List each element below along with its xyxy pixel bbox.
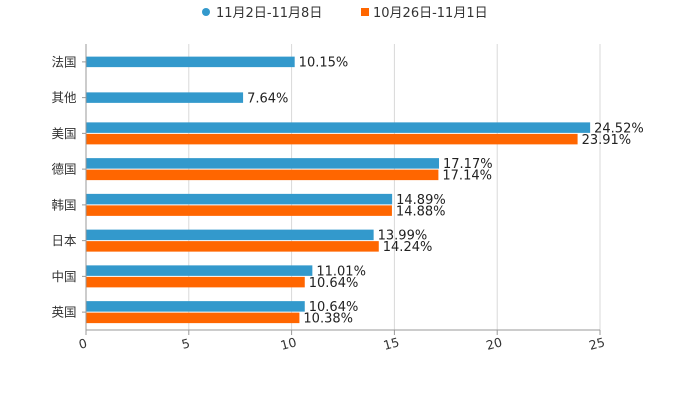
chart-legend: 11月2日-11月8日 10月26日-11月1日 — [202, 6, 488, 21]
bar-series-1 — [86, 56, 295, 68]
legend-label-series-2: 10月26日-11月1日 — [373, 6, 488, 21]
x-tick-label: 25 — [587, 334, 606, 353]
bar-series-1 — [86, 301, 305, 312]
x-tick-label: 20 — [484, 334, 503, 353]
x-tick-label: 15 — [382, 334, 401, 353]
bar-series-2 — [86, 276, 305, 288]
category-label: 德国 — [51, 162, 76, 177]
data-label-series-2: 14.24% — [383, 240, 433, 255]
data-label-series-1: 14.89% — [396, 193, 446, 208]
data-label-series-1: 13.99% — [378, 229, 428, 244]
data-label-series-1: 11.01% — [316, 264, 366, 279]
legend-marker-series-1 — [202, 8, 210, 16]
bars: 10.15% 7.64% 24.52%23.91% 17.17%17.14% 14.89… — [86, 56, 644, 327]
category-label: 英国 — [51, 305, 76, 320]
legend-marker-series-2 — [361, 8, 369, 16]
bar-series-2 — [86, 241, 379, 252]
category-label: 其他 — [51, 90, 77, 105]
data-label-series-2: 10.38% — [303, 312, 353, 327]
data-label-series-1: 17.17% — [443, 157, 493, 172]
data-label-series-2: 14.88% — [396, 204, 446, 219]
bar-series-2 — [86, 169, 439, 181]
data-label-series-1: 7.64% — [247, 91, 288, 106]
data-label-series-2: 10.64% — [309, 276, 359, 291]
bar-series-2 — [86, 133, 578, 145]
data-label-series-1: 10.64% — [309, 300, 359, 315]
x-tick-label: 10 — [279, 334, 298, 353]
bar-series-1 — [86, 265, 313, 276]
data-label-series-1: 10.15% — [299, 56, 349, 71]
bar-series-1 — [86, 158, 440, 169]
x-tick-label: 0 — [77, 335, 89, 352]
category-label: 日本 — [51, 233, 77, 248]
category-label: 美国 — [51, 126, 76, 141]
bar-series-2 — [86, 205, 392, 216]
bar-series-1 — [86, 193, 393, 205]
legend-label-series-1: 11月2日-11月8日 — [216, 6, 322, 21]
data-label-series-2: 17.14% — [442, 169, 492, 184]
bar-series-1 — [86, 92, 244, 103]
data-label-series-1: 24.52% — [594, 121, 644, 136]
x-tick-label: 5 — [180, 335, 192, 352]
category-label: 法国 — [51, 54, 76, 69]
category-label: 中国 — [51, 269, 76, 284]
bar-series-2 — [86, 312, 300, 324]
bar-series-1 — [86, 229, 374, 241]
data-label-series-2: 23.91% — [582, 133, 632, 148]
category-label: 韩国 — [51, 197, 76, 212]
bar-series-1 — [86, 122, 591, 133]
